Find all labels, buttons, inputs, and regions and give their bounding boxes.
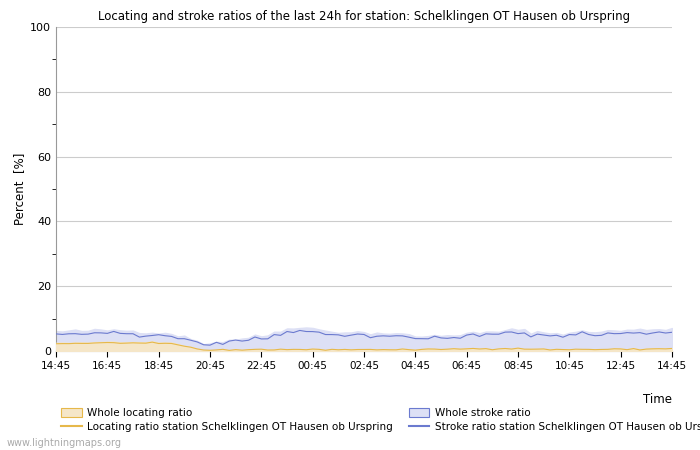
- Title: Locating and stroke ratios of the last 24h for station: Schelklingen OT Hausen o: Locating and stroke ratios of the last 2…: [98, 10, 630, 23]
- Legend: Whole locating ratio, Locating ratio station Schelklingen OT Hausen ob Urspring,: Whole locating ratio, Locating ratio sta…: [61, 408, 700, 432]
- Text: www.lightningmaps.org: www.lightningmaps.org: [7, 438, 122, 448]
- Text: Time: Time: [643, 393, 672, 406]
- Y-axis label: Percent  [%]: Percent [%]: [13, 153, 26, 225]
